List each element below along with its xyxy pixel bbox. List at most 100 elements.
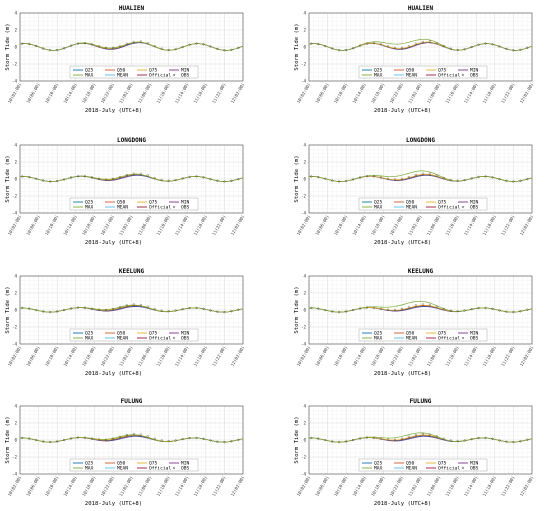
y-axis-label: Storm Tide (m) <box>5 155 11 202</box>
y-tick-label: -2 <box>301 194 307 199</box>
x-tick-label: 10(18:00) <box>370 214 386 236</box>
x-tick-label: 11(06:00) <box>426 214 442 236</box>
y-axis-label: Storm Tide (m) <box>294 155 300 202</box>
legend-label: MAX <box>85 205 94 211</box>
legend-label: MEAN <box>117 73 128 79</box>
legend-label: OBS <box>470 466 479 472</box>
x-tick-label: 11(22:00) <box>500 82 516 104</box>
legend-label: OBS <box>181 336 190 342</box>
y-tick-label: -2 <box>301 325 307 330</box>
panel-title: HUALIEN <box>119 5 145 12</box>
y-tick-label: 4 <box>303 143 306 148</box>
x-tick-label: 10(18:00) <box>81 475 97 497</box>
x-tick-label: 10(14:00) <box>351 214 367 236</box>
x-tick-label: 11(02:00) <box>407 214 423 236</box>
x-tick-label: 10(18:00) <box>81 345 97 367</box>
y-axis-label: Storm Tide (m) <box>5 23 11 70</box>
legend-label: Official <box>149 73 171 79</box>
y-axis-label: Storm Tide (m) <box>5 416 11 463</box>
x-tick-label: 12(02:00) <box>230 82 246 104</box>
x-tick-label: 11(06:00) <box>426 345 442 367</box>
x-tick-label: 10(22:00) <box>389 214 405 236</box>
x-tick-label: 10(10:00) <box>44 345 60 367</box>
x-tick-label: 10(10:00) <box>333 82 349 104</box>
x-tick-label: 10(22:00) <box>100 214 116 236</box>
x-tick-label: 10(22:00) <box>100 82 116 104</box>
legend-label: Official <box>149 466 171 472</box>
x-tick-label: 11(10:00) <box>155 475 171 497</box>
panel-title: LONGDONG <box>117 137 146 144</box>
x-tick-label: 11(06:00) <box>137 82 153 104</box>
x-tick-label: 10(18:00) <box>370 475 386 497</box>
x-tick-label: 10(06:00) <box>25 345 41 367</box>
legend-label: MAX <box>374 205 383 211</box>
y-tick-label: 2 <box>14 421 17 426</box>
x-tick-label: 11(22:00) <box>211 214 227 236</box>
x-axis-label: 2018-July (UTC+8) <box>374 108 431 114</box>
x-tick-label: 11(14:00) <box>174 214 190 236</box>
x-tick-label: 10(02:00) <box>296 345 312 367</box>
x-tick-label: 11(02:00) <box>118 214 134 236</box>
x-tick-label: 10(22:00) <box>389 475 405 497</box>
chart-panel-4: KEELUNG420-2-4Storm Tide (m)10(02:00) 10(… <box>5 268 245 377</box>
y-tick-label: -2 <box>12 455 18 460</box>
x-tick-label: 11(22:00) <box>500 214 516 236</box>
x-tick-label: 11(18:00) <box>193 475 209 497</box>
y-tick-label: 0 <box>14 438 17 443</box>
y-tick-label: 0 <box>14 177 17 182</box>
y-tick-label: 4 <box>14 143 17 148</box>
y-tick-label: 2 <box>14 160 17 165</box>
chart-panel-7: FULUNG420-2-4Storm Tide (m)10(02:00) 10(0… <box>294 398 534 507</box>
x-tick-label: 10(06:00) <box>314 214 330 236</box>
chart-panel-3: LONGDONG420-2-4Storm Tide (m)10(02:00) 10… <box>294 137 534 246</box>
x-tick-label: 10(14:00) <box>62 214 78 236</box>
y-tick-label: 4 <box>303 274 306 279</box>
x-tick-label: 10(02:00) <box>7 214 23 236</box>
x-tick-label: 12(02:00) <box>230 214 246 236</box>
panel-title: KEELUNG <box>119 268 145 275</box>
x-tick-label: 11(14:00) <box>463 214 479 236</box>
legend-label: Official <box>149 205 171 211</box>
x-tick-label: 11(02:00) <box>118 475 134 497</box>
x-tick-label: 10(22:00) <box>100 345 116 367</box>
x-tick-label: 11(22:00) <box>211 82 227 104</box>
y-tick-label: -2 <box>301 62 307 67</box>
x-tick-label: 11(18:00) <box>193 345 209 367</box>
x-tick-label: 11(14:00) <box>463 475 479 497</box>
y-tick-label: -2 <box>12 325 18 330</box>
x-tick-label: 10(22:00) <box>389 82 405 104</box>
x-tick-label: 12(02:00) <box>519 475 535 497</box>
x-tick-label: 10(10:00) <box>333 345 349 367</box>
y-tick-label: 2 <box>303 28 306 33</box>
x-axis-label: 2018-July (UTC+8) <box>374 371 431 377</box>
x-axis-label: 2018-July (UTC+8) <box>85 501 142 507</box>
x-tick-label: 10(10:00) <box>333 214 349 236</box>
y-tick-label: -2 <box>12 62 18 67</box>
y-tick-label: 2 <box>303 421 306 426</box>
x-tick-label: 10(14:00) <box>62 82 78 104</box>
legend-label: OBS <box>470 205 479 211</box>
x-axis-label: 2018-July (UTC+8) <box>85 371 142 377</box>
x-tick-label: 10(02:00) <box>296 475 312 497</box>
y-tick-label: 0 <box>303 45 306 50</box>
x-tick-label: 11(14:00) <box>174 82 190 104</box>
chart-panel-1: HUALIEN420-2-4Storm Tide (m)10(02:00) 10(… <box>294 5 534 114</box>
x-tick-label: 12(02:00) <box>519 214 535 236</box>
x-tick-label: 11(06:00) <box>137 345 153 367</box>
y-tick-label: 4 <box>14 274 17 279</box>
x-tick-label: 11(22:00) <box>500 345 516 367</box>
y-axis-label: Storm Tide (m) <box>294 23 300 70</box>
x-tick-label: 11(10:00) <box>444 475 460 497</box>
x-tick-label: 11(22:00) <box>211 345 227 367</box>
legend-label: MAX <box>85 466 94 472</box>
legend-label: MAX <box>85 73 94 79</box>
x-tick-label: 10(06:00) <box>25 214 41 236</box>
legend-label: OBS <box>181 466 190 472</box>
x-tick-label: 10(10:00) <box>44 82 60 104</box>
x-tick-label: 12(02:00) <box>519 82 535 104</box>
legend-label: Official <box>438 466 460 472</box>
x-tick-label: 11(02:00) <box>118 82 134 104</box>
legend-label: Official <box>438 336 460 342</box>
